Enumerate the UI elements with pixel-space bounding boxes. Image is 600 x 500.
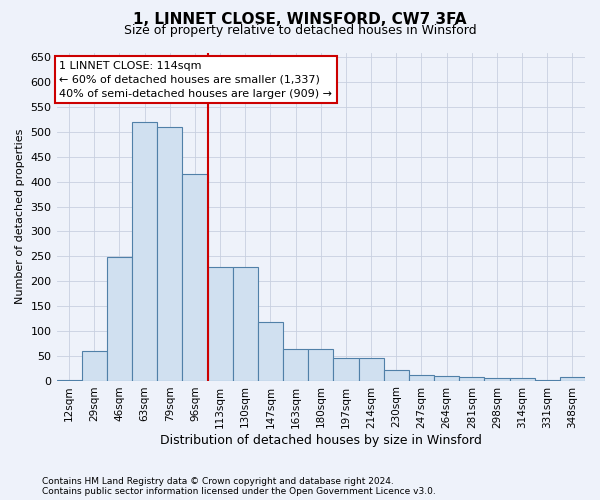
Bar: [82, 350, 107, 380]
Bar: [208, 267, 233, 380]
Bar: [157, 127, 182, 380]
Bar: [383, 370, 409, 380]
Bar: [283, 350, 308, 380]
Y-axis label: Number of detached properties: Number of detached properties: [15, 129, 25, 304]
X-axis label: Distribution of detached houses by size in Winsford: Distribution of detached houses by size …: [160, 434, 482, 448]
Bar: [359, 358, 383, 380]
Text: Contains HM Land Registry data © Crown copyright and database right 2024.: Contains HM Land Registry data © Crown c…: [42, 477, 394, 486]
Bar: [132, 122, 157, 380]
Text: Contains public sector information licensed under the Open Government Licence v3: Contains public sector information licen…: [42, 487, 436, 496]
Bar: [308, 350, 334, 380]
Bar: [258, 322, 283, 380]
Text: 1, LINNET CLOSE, WINSFORD, CW7 3FA: 1, LINNET CLOSE, WINSFORD, CW7 3FA: [133, 12, 467, 26]
Bar: [459, 377, 484, 380]
Bar: [434, 376, 459, 380]
Text: Size of property relative to detached houses in Winsford: Size of property relative to detached ho…: [124, 24, 476, 37]
Bar: [107, 258, 132, 380]
Bar: [409, 374, 434, 380]
Bar: [233, 267, 258, 380]
Bar: [484, 378, 509, 380]
Bar: [182, 174, 208, 380]
Text: 1 LINNET CLOSE: 114sqm
← 60% of detached houses are smaller (1,337)
40% of semi-: 1 LINNET CLOSE: 114sqm ← 60% of detached…: [59, 60, 332, 98]
Bar: [560, 377, 585, 380]
Bar: [509, 378, 535, 380]
Bar: [334, 358, 359, 380]
